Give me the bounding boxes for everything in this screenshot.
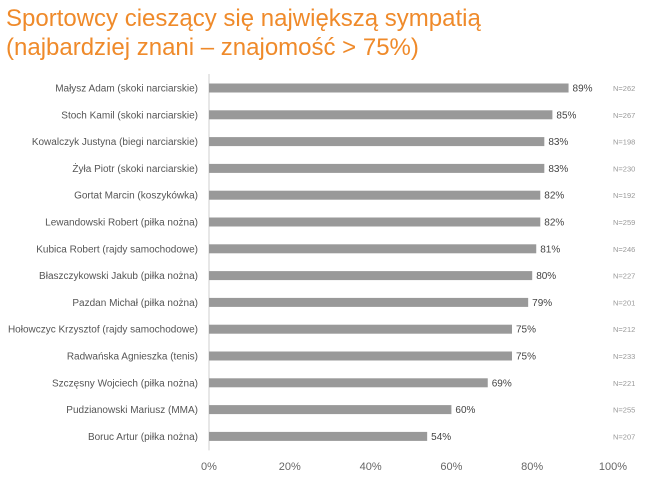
bar (209, 271, 533, 281)
x-tick-label: 20% (279, 461, 301, 473)
value-label: 75% (516, 325, 536, 336)
category-label: Szczęsny Wojciech (piłka nożna) (52, 378, 198, 389)
bar (209, 83, 569, 93)
sample-size-label: N=255 (613, 406, 635, 415)
category-label: Hołowczyc Krzysztof (rajdy samochodowe) (8, 325, 198, 336)
bar (209, 217, 541, 227)
chart-title: Sportowcy cieszący się największą sympat… (6, 4, 646, 62)
category-label: Stoch Kamil (skoki narciarskie) (61, 110, 198, 121)
sample-size-label: N=259 (613, 218, 635, 227)
bar (209, 163, 545, 173)
bar (209, 110, 553, 120)
category-label: Małysz Adam (skoki narciarskie) (55, 84, 198, 95)
value-label: 80% (536, 271, 556, 282)
sample-size-label: N=267 (613, 111, 635, 120)
value-label: 82% (544, 191, 564, 202)
category-label: Boruc Artur (piłka nożna) (88, 432, 198, 443)
sample-size-label: N=246 (613, 245, 635, 254)
bar (209, 324, 512, 334)
x-tick-label: 0% (201, 461, 217, 473)
category-label: Gortat Marcin (koszykówka) (74, 191, 198, 202)
x-tick-label: 80% (521, 461, 543, 473)
category-label: Żyła Piotr (skoki narciarskie) (72, 162, 198, 175)
value-label: 83% (548, 164, 568, 175)
value-label: 89% (573, 84, 593, 95)
category-label: Błaszczykowski Jakub (piłka nożna) (39, 271, 198, 282)
value-label: 85% (556, 110, 576, 121)
chart-title-line-2: (najbardziej znani – znajomość > 75%) (6, 34, 419, 61)
sample-size-label: N=227 (613, 272, 635, 281)
value-label: 82% (544, 218, 564, 229)
value-label: 75% (516, 352, 536, 363)
value-label: 79% (532, 298, 552, 309)
sample-size-label: N=221 (613, 379, 635, 388)
bar (209, 351, 512, 361)
value-label: 69% (492, 378, 512, 389)
category-label: Kubica Robert (rajdy samochodowe) (36, 244, 198, 255)
sample-size-label: N=207 (613, 432, 635, 441)
sample-size-label: N=198 (613, 138, 635, 147)
bar (209, 405, 452, 415)
bar (209, 190, 541, 200)
category-label: Pudzianowski Mariusz (MMA) (66, 405, 198, 416)
x-tick-label: 60% (440, 461, 462, 473)
bar (209, 297, 529, 307)
sample-size-label: N=262 (613, 84, 635, 93)
chart-title-line-1: Sportowcy cieszący się największą sympat… (6, 5, 481, 32)
value-label: 83% (548, 137, 568, 148)
x-tick-label: 100% (599, 461, 627, 473)
bar (209, 378, 488, 388)
bar (209, 431, 428, 441)
category-label: Pazdan Michał (piłka nożna) (72, 298, 198, 309)
x-tick-label: 40% (360, 461, 382, 473)
sample-size-label: N=230 (613, 164, 635, 173)
sample-size-label: N=201 (613, 298, 635, 307)
category-label: Lewandowski Robert (piłka nożna) (45, 218, 198, 229)
category-label: Radwańska Agnieszka (tenis) (67, 352, 198, 363)
category-label: Kowalczyk Justyna (biegi narciarskie) (32, 137, 198, 148)
value-label: 81% (540, 244, 560, 255)
value-label: 54% (431, 432, 451, 443)
sample-size-label: N=192 (613, 191, 635, 200)
sample-size-label: N=233 (613, 352, 635, 361)
bar (209, 244, 537, 254)
bar (209, 137, 545, 147)
sample-size-label: N=212 (613, 325, 635, 334)
value-label: 60% (455, 405, 475, 416)
